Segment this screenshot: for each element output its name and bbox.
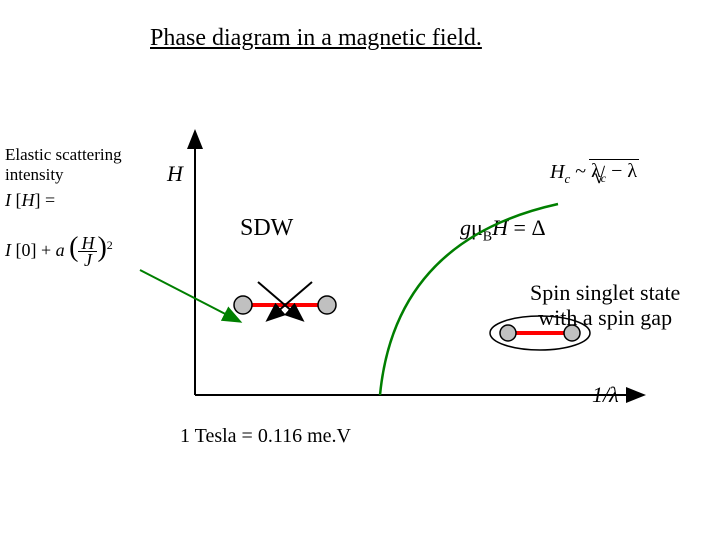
phase-boundary-curve bbox=[380, 204, 558, 395]
intensity-arrow bbox=[140, 270, 237, 320]
sdw-icon bbox=[234, 282, 336, 318]
singlet-icon bbox=[490, 316, 590, 350]
phase-diagram-svg bbox=[0, 0, 720, 540]
